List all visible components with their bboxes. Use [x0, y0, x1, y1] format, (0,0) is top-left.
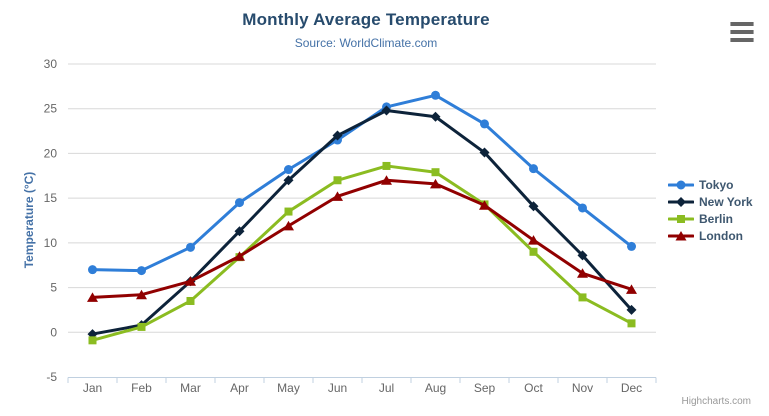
circle-legend-marker-icon: [668, 180, 694, 189]
data-point-london[interactable]: [234, 251, 245, 261]
square-legend-marker-icon: [668, 214, 694, 223]
legend-label: London: [699, 228, 743, 243]
data-point-berlin[interactable]: [627, 319, 636, 328]
y-axis-label: 20: [44, 146, 58, 160]
data-point-berlin[interactable]: [88, 336, 97, 345]
x-axis-label: Feb: [131, 381, 152, 395]
data-point-london[interactable]: [381, 175, 392, 185]
legend-item-london[interactable]: London: [668, 227, 753, 244]
legend-item-berlin[interactable]: Berlin: [668, 210, 753, 227]
y-axis-label: 0: [50, 325, 57, 339]
data-point-london[interactable]: [430, 178, 441, 189]
data-point-new-york[interactable]: [283, 175, 294, 186]
data-point-london[interactable]: [136, 289, 147, 300]
x-axis-label: Mar: [180, 381, 201, 395]
data-point-tokyo[interactable]: [88, 265, 97, 275]
series-line-new-york: [91, 109, 633, 336]
y-axis-label: 15: [44, 191, 58, 205]
y-axis-title: Temperature (°C): [22, 171, 36, 269]
x-axis-label: Jan: [83, 381, 102, 395]
data-point-berlin[interactable]: [431, 168, 440, 177]
legend: Tokyo New York Berlin London: [668, 176, 753, 244]
x-axis-label: Dec: [621, 381, 642, 395]
chart-subtitle: Source: WorldClimate.com: [294, 36, 438, 50]
x-axis-label: Nov: [572, 381, 593, 395]
data-point-new-york[interactable]: [234, 226, 245, 237]
triangle-legend-marker-icon: [668, 230, 694, 240]
data-point-tokyo[interactable]: [627, 241, 636, 251]
y-axis-label: 30: [44, 57, 58, 71]
x-axis-label: Jul: [379, 381, 394, 395]
data-point-tokyo[interactable]: [186, 242, 195, 252]
hamburger-icon: [731, 38, 753, 42]
data-point-berlin[interactable]: [333, 176, 342, 185]
data-point-tokyo[interactable]: [137, 266, 146, 276]
data-point-berlin[interactable]: [529, 247, 538, 256]
data-point-tokyo[interactable]: [480, 119, 489, 129]
x-axis-label: Oct: [524, 381, 543, 395]
data-point-london[interactable]: [283, 220, 294, 231]
chart-title: Monthly Average Temperature: [242, 10, 490, 29]
data-point-new-york[interactable]: [479, 147, 490, 158]
x-axis-label: May: [277, 381, 300, 395]
y-axis-label: -5: [46, 370, 57, 384]
legend-label: Berlin: [699, 211, 734, 226]
data-point-new-york[interactable]: [528, 201, 539, 212]
legend-label: New York: [699, 194, 753, 209]
data-point-tokyo[interactable]: [431, 90, 440, 100]
data-point-london[interactable]: [332, 191, 343, 201]
data-point-london[interactable]: [479, 200, 490, 210]
data-point-berlin[interactable]: [186, 296, 195, 305]
series-line-berlin: [91, 164, 633, 342]
data-point-tokyo[interactable]: [578, 203, 587, 213]
data-point-berlin[interactable]: [382, 161, 391, 170]
data-point-london[interactable]: [577, 268, 588, 278]
data-point-new-york[interactable]: [577, 250, 588, 261]
credits-link[interactable]: Highcharts.com: [681, 396, 751, 407]
hamburger-icon: [731, 30, 753, 34]
data-point-london[interactable]: [626, 284, 637, 294]
legend-item-tokyo[interactable]: Tokyo: [668, 176, 753, 193]
data-point-tokyo[interactable]: [235, 198, 244, 208]
data-point-london[interactable]: [87, 292, 98, 302]
diamond-legend-marker-icon: [668, 196, 694, 207]
hamburger-icon: [731, 22, 753, 26]
export-menu-button[interactable]: [729, 19, 755, 45]
data-point-tokyo[interactable]: [529, 164, 538, 174]
data-point-new-york[interactable]: [626, 304, 637, 315]
data-point-berlin[interactable]: [284, 207, 293, 216]
data-point-berlin[interactable]: [578, 293, 587, 302]
legend-item-new-york[interactable]: New York: [668, 193, 753, 210]
x-axis-label: Apr: [230, 381, 249, 395]
y-axis-label: 5: [50, 281, 57, 295]
y-axis-label: 10: [44, 236, 58, 250]
legend-label: Tokyo: [699, 177, 734, 192]
data-point-london[interactable]: [528, 235, 539, 245]
data-point-new-york[interactable]: [332, 130, 343, 141]
data-point-london[interactable]: [185, 276, 196, 286]
data-point-new-york[interactable]: [430, 111, 441, 122]
data-point-berlin[interactable]: [137, 322, 146, 331]
x-axis-label: Jun: [328, 381, 347, 395]
data-point-tokyo[interactable]: [284, 165, 293, 175]
y-axis-label: 25: [44, 102, 58, 116]
x-axis-label: Aug: [425, 381, 446, 395]
x-axis-label: Sep: [474, 381, 496, 395]
series-line-london: [91, 178, 633, 299]
data-point-new-york[interactable]: [381, 105, 392, 116]
